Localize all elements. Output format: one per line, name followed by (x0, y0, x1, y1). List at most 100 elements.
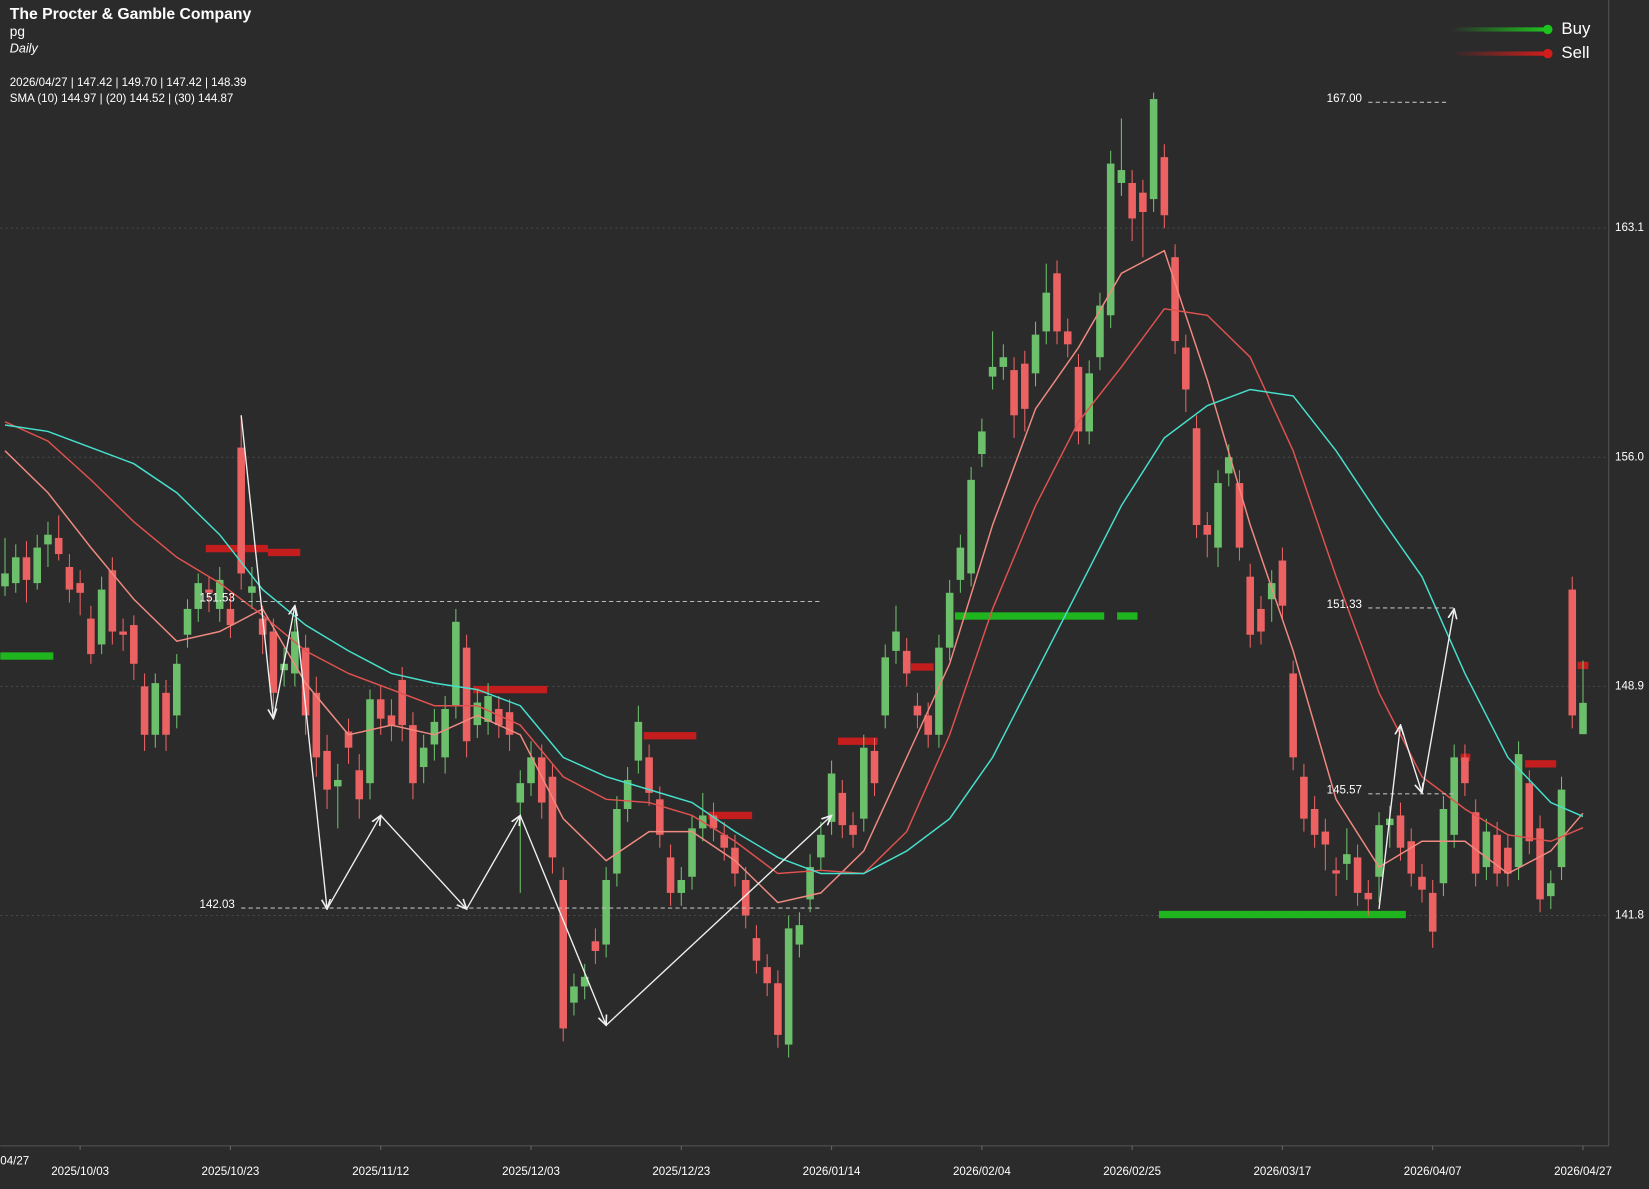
candle-body (409, 725, 417, 784)
candle-body (1343, 854, 1351, 864)
zigzag-segment (1421, 609, 1454, 793)
y-tick-label: 156.0 (1615, 451, 1644, 463)
candle-body (1407, 841, 1416, 874)
candle-body (1192, 428, 1201, 526)
candle-body (1182, 347, 1190, 390)
signal-bar (708, 811, 753, 820)
candle-body (1364, 892, 1373, 900)
candle-body (54, 537, 63, 555)
candle-body (1021, 363, 1029, 409)
candle-body (1514, 754, 1523, 868)
legend-dot (1543, 24, 1553, 35)
zigzag-segment (1378, 725, 1400, 910)
candle-body (999, 357, 1008, 367)
candle-body (22, 557, 31, 580)
candle-body (1482, 831, 1491, 868)
candle-body (1096, 305, 1104, 358)
candle-body (527, 757, 535, 784)
signal-bar (838, 737, 878, 745)
x-tick-label: 2026/04/27 (1554, 1166, 1612, 1178)
candle-body (269, 631, 278, 693)
candle-body (1439, 809, 1448, 884)
candle-body (108, 570, 117, 632)
candle-body (656, 799, 664, 835)
candle-body (495, 708, 503, 726)
signal-bar (205, 544, 269, 553)
level-label: 151.33 (1327, 599, 1362, 611)
zigzag-segment (519, 815, 606, 1025)
x-edge-label: 04/27 (0, 1156, 29, 1168)
candle-body (795, 925, 804, 945)
candle-body (76, 583, 84, 593)
candle-body (967, 479, 975, 574)
candle-body (172, 663, 181, 716)
candle-body (1267, 583, 1276, 600)
candle-body (1568, 589, 1577, 716)
candle-body (1396, 815, 1405, 848)
candle-body (1171, 257, 1179, 342)
sma-line (4, 308, 1584, 875)
candle-body (1010, 370, 1018, 416)
candle-body (1353, 857, 1362, 893)
candle-body (1117, 170, 1126, 183)
candle-body (484, 696, 492, 722)
x-tick-label: 2026/03/17 (1254, 1166, 1312, 1178)
candle-body (516, 783, 525, 803)
candle-body (1547, 883, 1555, 897)
zigzag-segment (1399, 724, 1422, 793)
candle-body (1504, 847, 1512, 874)
candle-body (280, 663, 288, 671)
candle-body (151, 683, 160, 735)
candle-body (334, 779, 342, 787)
sma-info: SMA (10) 144.97 | (20) 144.52 | (30) 144… (10, 93, 234, 105)
candle-body (258, 618, 267, 635)
signal-bar (268, 548, 301, 557)
levels: 151.53 142.03 167.00 151.33 145.57 (200, 93, 1455, 911)
candle-body (215, 579, 224, 609)
candle-body (623, 779, 632, 810)
candle-body (817, 834, 825, 858)
candle-body (1053, 273, 1061, 332)
candle-body (806, 867, 814, 900)
candle-body (130, 625, 138, 664)
candle-body (119, 631, 127, 635)
legend-swatch (1451, 27, 1548, 32)
candle-body (97, 589, 106, 645)
candle-body (366, 699, 374, 784)
candle-body (1085, 373, 1093, 432)
chart-title: The Procter & Gamble Company (10, 6, 252, 23)
candle-body (1525, 783, 1534, 842)
candle-body (1418, 876, 1426, 890)
candle-body (1224, 457, 1233, 474)
candle-body (677, 879, 686, 893)
candle-body (559, 879, 567, 1029)
candle-body (838, 792, 847, 826)
candle-body (1246, 576, 1255, 635)
candle-body (881, 657, 890, 716)
x-tick-label: 2026/02/04 (953, 1166, 1011, 1178)
candle-body (827, 773, 836, 822)
candle-body (591, 941, 600, 951)
x-tick-label: 2025/12/03 (502, 1166, 560, 1178)
candle-body (1332, 870, 1340, 874)
candle-body (924, 715, 932, 735)
candle-body (1375, 825, 1383, 877)
candle-body (473, 702, 482, 726)
zigzag-segment (326, 815, 381, 910)
candle-body (205, 589, 213, 593)
candle-body (1450, 757, 1458, 835)
candle-body (892, 631, 900, 651)
candle-body (430, 721, 439, 745)
moving-averages (4, 249, 1584, 904)
candle-body (913, 705, 922, 716)
candle-body (602, 879, 610, 945)
candle-body (774, 983, 782, 1035)
candle-body (763, 967, 771, 984)
signal-bar (643, 732, 697, 740)
x-tick-label: 2025/11/12 (352, 1166, 409, 1178)
candle-body (237, 447, 245, 574)
candle-body (183, 608, 192, 635)
x-tick-label: 2025/12/23 (652, 1166, 710, 1178)
candle-body (1289, 673, 1297, 758)
